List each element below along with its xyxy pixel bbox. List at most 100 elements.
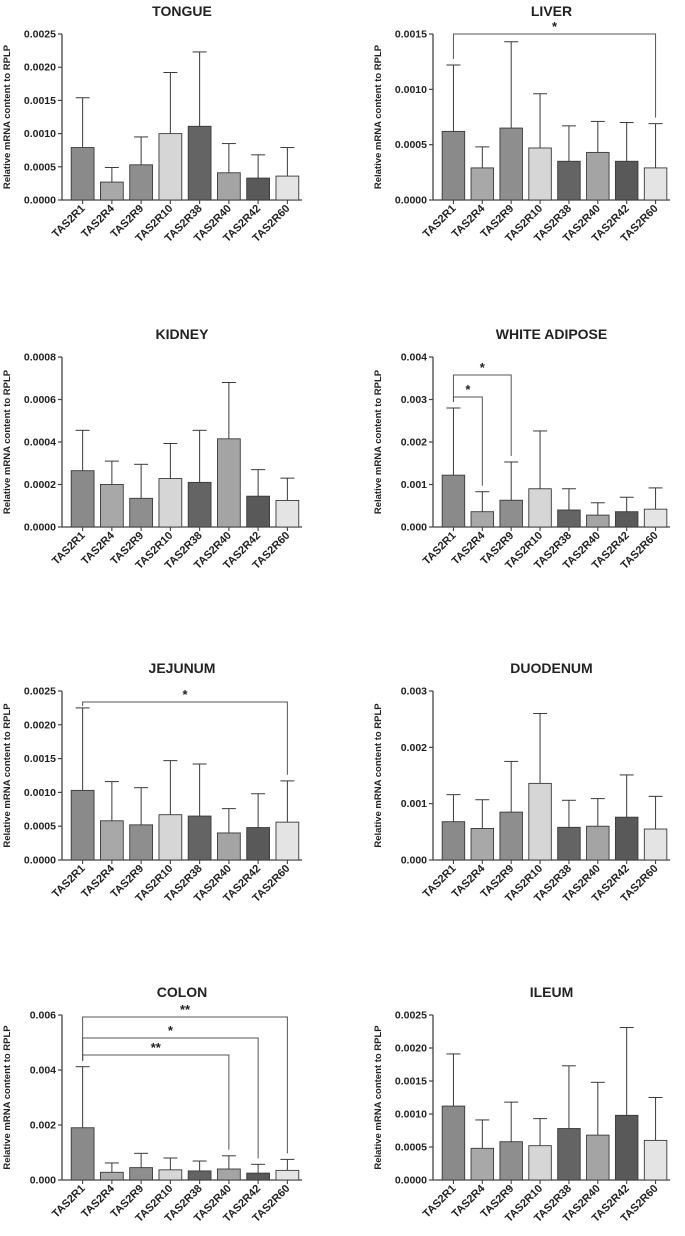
jejunum-y-tick-label: 0.0025 — [24, 686, 56, 698]
colon-bar-tas2r42 — [246, 1172, 270, 1181]
kidney-y-tick-label: 0.0000 — [24, 522, 56, 534]
duodenum-y-tick-label: 0.001 — [401, 798, 427, 810]
jejunum-bar-tas2r9 — [129, 824, 153, 861]
duodenum-y-tick-label: 0.003 — [401, 686, 427, 698]
tongue-bar-tas2r38 — [187, 125, 212, 201]
colon-significance-bracket — [82, 1054, 230, 1150]
colon-significance-label: ** — [151, 1040, 162, 1055]
ileum-y-tick-label: 0.0000 — [395, 1175, 427, 1187]
jejunum-significance-bracket — [82, 701, 288, 775]
tongue-chart: TONGUE Relative mRNA content to RPLP 0.000… — [2, 3, 302, 245]
duodenum-bar-tas2r9 — [499, 811, 523, 861]
kidney-bar-tas2r42 — [246, 495, 270, 528]
duodenum-title: DUODENUM — [510, 660, 592, 676]
white-adipose-significance-label: * — [480, 360, 486, 375]
colon-chart: COLON Relative mRNA content to RPLP 0.000 0… — [2, 984, 302, 1225]
ileum-y-tick-label: 0.0020 — [395, 1043, 427, 1055]
white-adipose-significance-bracket — [452, 374, 512, 456]
colon-bar-tas2r1 — [70, 1127, 95, 1181]
duodenum-bar-tas2r10 — [528, 782, 552, 861]
ileum-bar-tas2r1 — [441, 1105, 466, 1181]
jejunum-bar-tas2r42 — [246, 827, 270, 861]
colon-y-axis-label: Relative mRNA content to RPLP — [2, 1025, 13, 1170]
tongue-bar-tas2r42 — [246, 177, 270, 201]
jejunum-bar-tas2r10 — [158, 814, 183, 861]
kidney-title: KIDNEY — [156, 326, 210, 342]
white-adipose-y-tick-label: 0.001 — [401, 479, 427, 491]
tongue-y-tick-label: 0.0010 — [24, 128, 56, 140]
jejunum-bar-tas2r38 — [187, 815, 212, 861]
white-adipose-title: WHITE ADIPOSE — [496, 326, 608, 342]
kidney-bar-tas2r9 — [129, 497, 153, 528]
kidney-chart: KIDNEY Relative mRNA content to RPLP 0.000… — [2, 326, 302, 572]
ileum-y-axis-label: Relative mRNA content to RPLP — [373, 1025, 384, 1170]
white-adipose-bar-tas2r38 — [557, 509, 581, 528]
jejunum-y-tick-label: 0.0000 — [24, 855, 56, 867]
kidney-bar-tas2r4 — [100, 484, 124, 528]
liver-bar-tas2r9 — [499, 127, 523, 201]
ileum-y-tick-label: 0.0005 — [395, 1142, 427, 1154]
ileum-bar-tas2r42 — [614, 1114, 639, 1181]
white-adipose-y-tick-label: 0.002 — [401, 437, 427, 449]
colon-bar-tas2r38 — [187, 1170, 212, 1181]
liver-y-tick-label: 0.0000 — [395, 195, 427, 207]
tongue-y-tick-label: 0.0005 — [24, 161, 56, 173]
jejunum-title: JEJUNUM — [149, 660, 216, 676]
duodenum-chart: DUODENUM Relative mRNA content to RPLP 0.0… — [373, 660, 670, 905]
tongue-title: TONGUE — [152, 3, 212, 19]
colon-significance-bracket — [82, 1037, 259, 1159]
jejunum-y-tick-label: 0.0010 — [24, 787, 56, 799]
tongue-bar-tas2r10 — [158, 133, 183, 201]
tongue-y-tick-label: 0.0000 — [24, 195, 56, 207]
jejunum-y-tick-label: 0.0015 — [24, 753, 56, 765]
kidney-bar-tas2r10 — [158, 478, 183, 528]
liver-bar-tas2r40 — [586, 151, 610, 201]
tongue-bar-tas2r1 — [70, 147, 95, 201]
tongue-y-axis-label: Relative mRNA content to RPLP — [2, 44, 13, 189]
kidney-bar-tas2r1 — [70, 470, 95, 528]
duodenum-y-axis-label: Relative mRNA content to RPLP — [373, 703, 384, 848]
ileum-bar-tas2r60 — [643, 1139, 668, 1181]
colon-y-tick-label: 0.000 — [30, 1175, 56, 1187]
tongue-y-tick-label: 0.0015 — [24, 95, 56, 107]
colon-title: COLON — [157, 984, 208, 1000]
colon-bar-tas2r60 — [275, 1169, 300, 1181]
liver-significance-bracket — [452, 33, 657, 118]
ileum-y-tick-label: 0.0025 — [395, 1010, 427, 1022]
duodenum-bar-tas2r60 — [643, 828, 668, 861]
tongue-bar-tas2r40 — [217, 172, 241, 201]
white-adipose-bar-tas2r4 — [470, 511, 495, 528]
white-adipose-y-tick-label: 0.004 — [401, 352, 427, 364]
tongue-bar-tas2r4 — [100, 181, 124, 201]
kidney-bar-tas2r60 — [275, 499, 300, 528]
white-adipose-y-axis-label: Relative mRNA content to RPLP — [373, 369, 384, 514]
ileum-bar-tas2r10 — [528, 1145, 552, 1181]
liver-bar-tas2r38 — [557, 160, 581, 201]
ileum-bar-tas2r4 — [470, 1147, 495, 1181]
jejunum-bar-tas2r4 — [100, 820, 124, 861]
white-adipose-bar-tas2r10 — [528, 488, 552, 528]
colon-y-tick-label: 0.006 — [30, 1010, 56, 1022]
ileum-bar-tas2r40 — [586, 1134, 610, 1181]
tongue-bar-tas2r60 — [275, 175, 300, 201]
colon-significance-label: ** — [180, 1002, 191, 1017]
white-adipose-y-tick-label: 0.000 — [401, 522, 427, 534]
ileum-y-tick-label: 0.0010 — [395, 1109, 427, 1121]
duodenum-bar-tas2r38 — [557, 826, 581, 861]
white-adipose-significance-label: * — [465, 382, 471, 397]
liver-bar-tas2r10 — [528, 147, 552, 201]
liver-bar-tas2r4 — [470, 167, 495, 201]
white-adipose-bar-tas2r9 — [499, 499, 523, 528]
white-adipose-bar-tas2r40 — [586, 514, 610, 528]
jejunum-y-tick-label: 0.0005 — [24, 821, 56, 833]
ileum-y-tick-label: 0.0015 — [395, 1076, 427, 1088]
kidney-y-tick-label: 0.0002 — [24, 479, 56, 491]
white-adipose-significance-bracket — [452, 396, 483, 486]
colon-bar-tas2r9 — [129, 1167, 153, 1181]
jejunum-y-tick-label: 0.0020 — [24, 719, 56, 731]
kidney-y-tick-label: 0.0006 — [24, 394, 56, 406]
jejunum-y-axis-label: Relative mRNA content to RPLP — [2, 703, 13, 848]
liver-bar-tas2r42 — [614, 160, 639, 201]
colon-significance-label: * — [168, 1023, 174, 1038]
liver-bar-tas2r60 — [643, 167, 668, 201]
